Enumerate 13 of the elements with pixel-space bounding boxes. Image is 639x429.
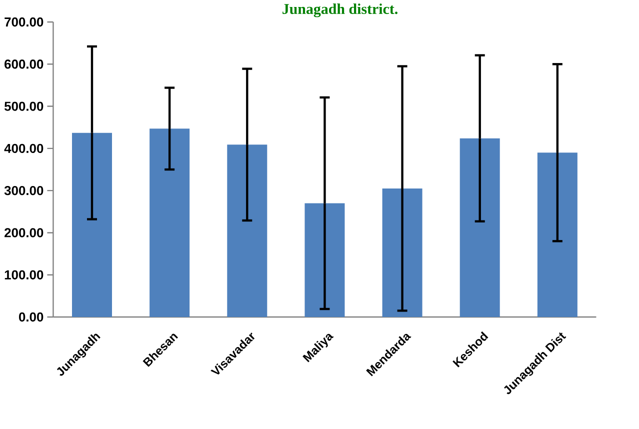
bar	[72, 132, 112, 317]
bar	[460, 138, 500, 317]
y-tick-label: 500.00	[4, 102, 44, 111]
y-tick-label: 300.00	[4, 186, 44, 196]
bar	[150, 128, 190, 317]
y-tick-label: 400.00	[4, 144, 44, 154]
y-tick-label: 100.00	[4, 270, 44, 280]
bar	[227, 144, 268, 317]
y-tick-label: 0.00	[19, 312, 44, 322]
y-tick-label: 600.00	[4, 60, 44, 69]
chart-title: Junagadh district.	[282, 4, 398, 18]
y-tick-label: 700.00	[4, 17, 44, 27]
y-tick-label: 200.00	[4, 228, 44, 238]
